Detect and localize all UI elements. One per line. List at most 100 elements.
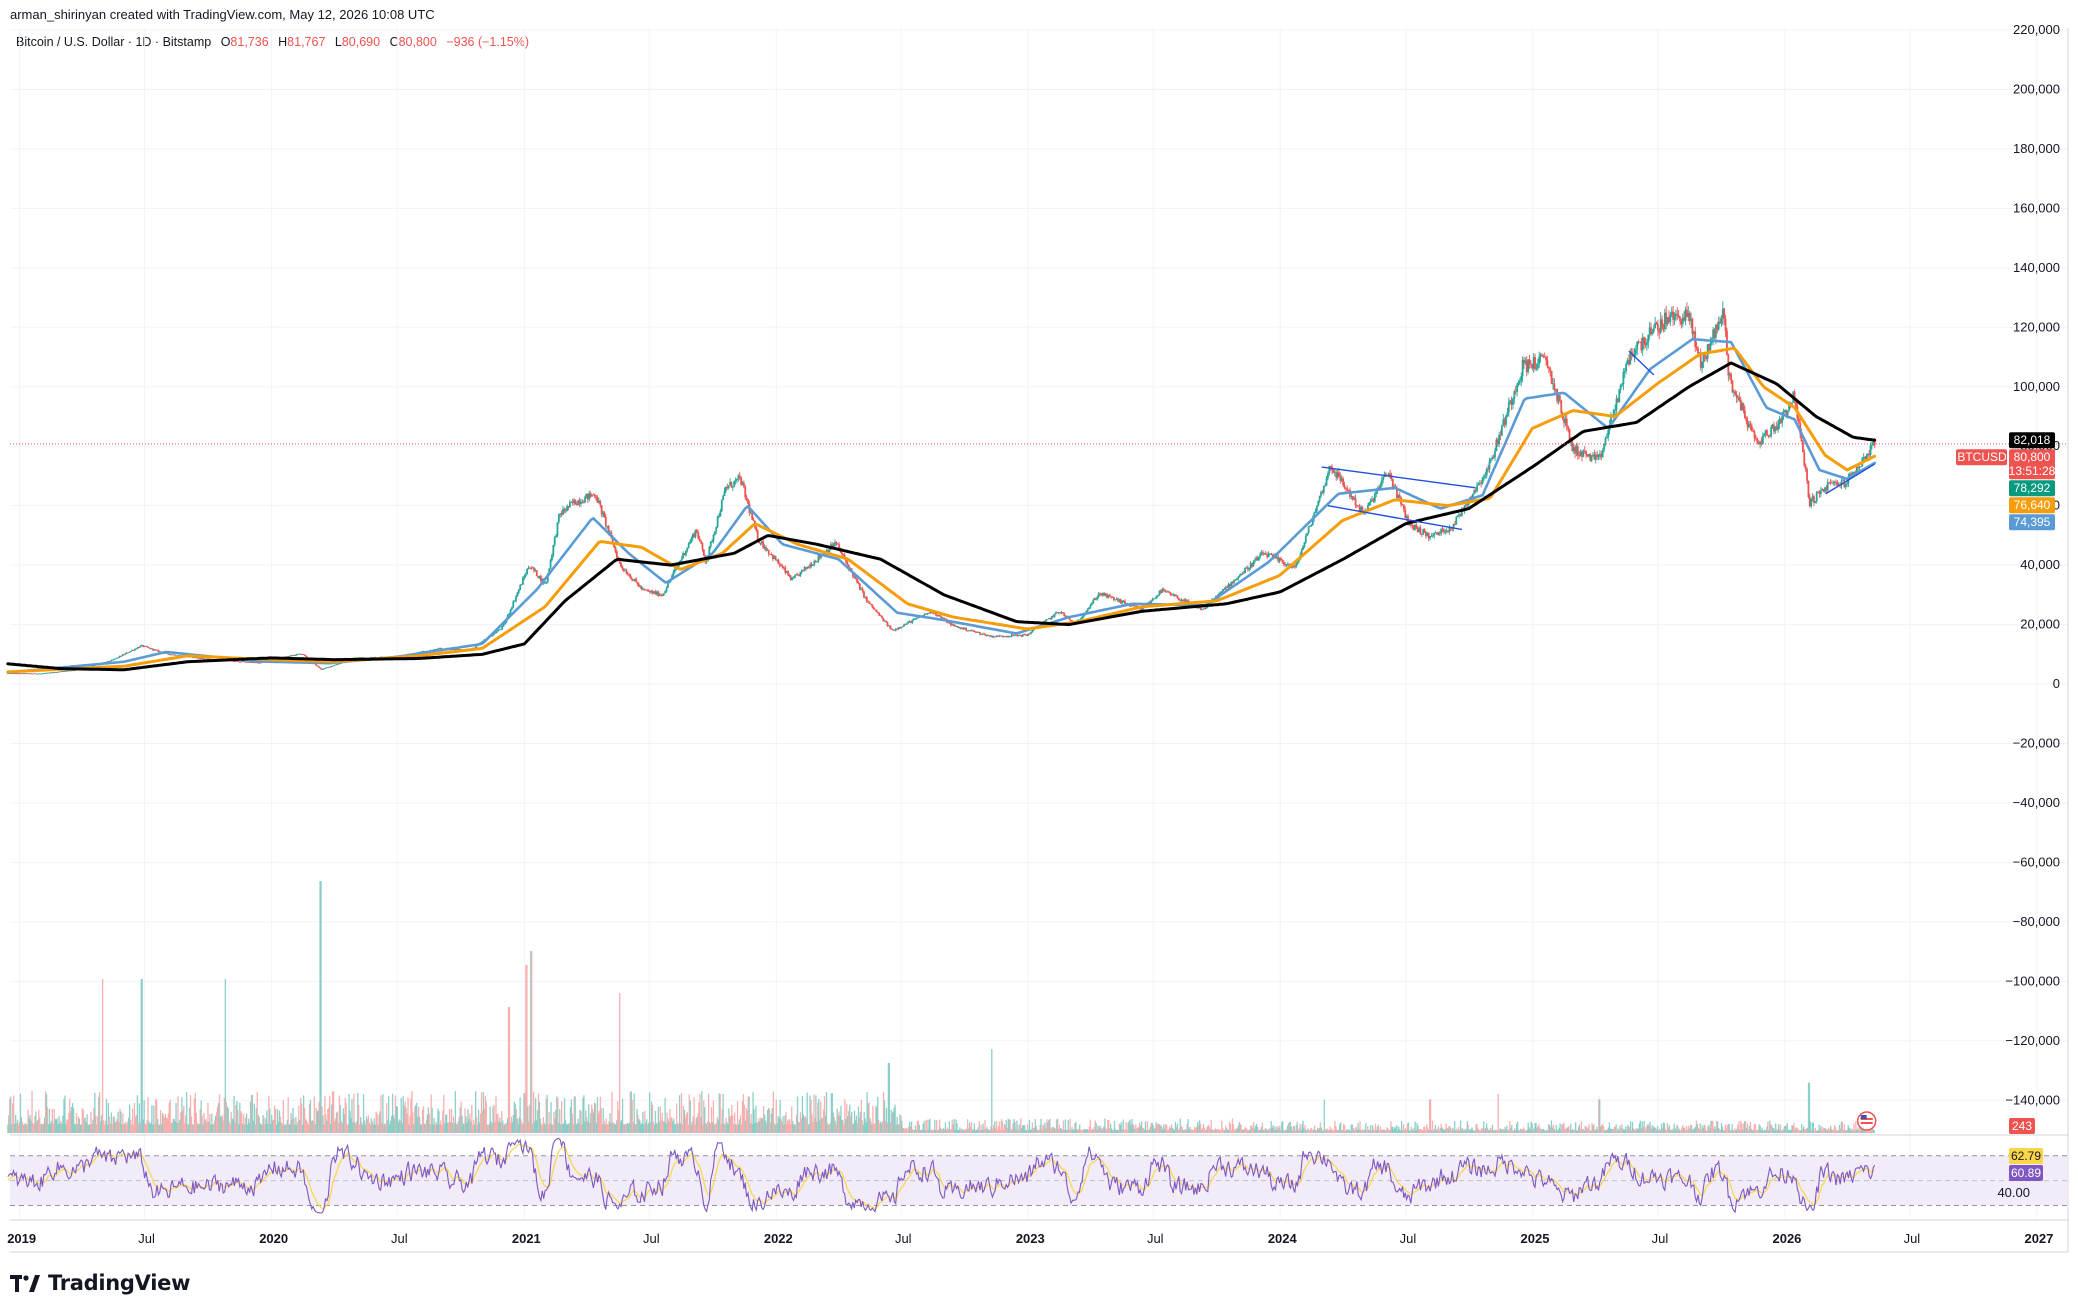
volume-bar <box>1086 1129 1089 1133</box>
volume-bar <box>473 1119 475 1133</box>
volume-bar <box>952 1124 954 1133</box>
volume-bar <box>924 1130 926 1133</box>
volume-bar <box>819 1120 821 1133</box>
volume-bar <box>847 1115 849 1133</box>
volume-bar <box>1014 1122 1016 1133</box>
volume-bar <box>1130 1125 1132 1133</box>
candle-body <box>517 589 520 593</box>
candle-body <box>976 631 979 633</box>
candle-body <box>647 590 650 592</box>
candle-body <box>234 660 237 662</box>
volume-bar <box>741 1101 744 1133</box>
candle-body <box>943 617 945 619</box>
candle-body <box>552 545 555 556</box>
candle-body <box>1182 599 1184 602</box>
volume-bar <box>879 1123 881 1133</box>
candle-body <box>1302 546 1304 550</box>
volume-bar <box>939 1127 942 1133</box>
volume-bar <box>1407 1122 1410 1133</box>
ohlc-legend[interactable]: Bitcoin / U.S. Dollar · 1D · Bitstamp O8… <box>16 35 529 49</box>
candle-body <box>1357 505 1360 507</box>
candle-body <box>1293 566 1296 568</box>
volume-bar <box>470 1121 472 1133</box>
volume-bar <box>919 1130 921 1133</box>
volume-bar <box>59 1122 61 1133</box>
candle-body <box>1480 483 1483 484</box>
tradingview-brand[interactable]: TradingView <box>10 1271 190 1295</box>
volume-bar <box>976 1130 978 1133</box>
candle-body <box>1420 534 1423 535</box>
volume-bar <box>308 1103 311 1133</box>
volume-bar <box>1126 1130 1128 1133</box>
time-axis[interactable]: 2019 Jul 2020 Jul 2021 Jul 2022 Jul 2023 Jul 2024 J… <box>7 1231 2053 1246</box>
candle-body <box>244 661 247 663</box>
volume-bar <box>1619 1125 1621 1133</box>
volume-bar <box>506 1117 509 1133</box>
volume-bar <box>1785 1125 1787 1133</box>
volume-bar <box>1176 1123 1179 1133</box>
candle-body <box>1177 598 1180 600</box>
volume-bar <box>1711 1120 1713 1133</box>
volume-bar <box>1412 1130 1414 1133</box>
candle-body <box>117 657 120 659</box>
volume-bar <box>523 1093 525 1133</box>
volume-bar <box>780 1119 782 1133</box>
volume-bar <box>1559 1123 1561 1133</box>
volume-bar <box>698 1102 700 1133</box>
candle-body <box>911 620 914 623</box>
volume-bar <box>140 979 142 1133</box>
volume-bar <box>1106 1129 1108 1133</box>
volume-bar <box>777 1115 779 1133</box>
candle-body <box>1246 567 1249 570</box>
candle-body <box>128 651 131 653</box>
volume-bar <box>839 1115 841 1133</box>
volume-bar <box>1041 1129 1043 1133</box>
volume-bar <box>572 1124 574 1133</box>
volume-bar <box>1016 1120 1018 1133</box>
volume-bar <box>639 1120 641 1133</box>
volume-bar <box>763 1106 765 1133</box>
volume-bar <box>612 1122 614 1133</box>
candle-body <box>1244 568 1246 574</box>
volume-bar <box>1445 1123 1447 1133</box>
volume-bar <box>358 1105 360 1133</box>
volume-bar <box>824 1115 827 1133</box>
candle-body <box>580 501 582 505</box>
price-axis[interactable]: 220,000200,000180,000160,000140,000120,0… <box>1997 22 2060 1200</box>
volume-bar <box>538 1101 541 1133</box>
candle-body <box>1679 317 1681 321</box>
volume-bar <box>1792 1125 1794 1133</box>
volume-bar <box>1340 1122 1342 1133</box>
volume-bar <box>1112 1129 1115 1133</box>
volume-bar <box>1241 1129 1243 1133</box>
volume-bar <box>1668 1125 1670 1133</box>
candle-body <box>694 529 697 537</box>
candle-body <box>531 567 534 569</box>
candle-body <box>1520 376 1523 381</box>
volume-bar <box>1242 1129 1244 1133</box>
volume-bar <box>70 1111 72 1133</box>
volume-bar <box>609 1113 611 1133</box>
volume-bar <box>414 1107 416 1133</box>
volume-bar <box>905 1128 907 1133</box>
volume-bar <box>34 1115 36 1133</box>
volume-bar <box>1746 1123 1749 1133</box>
candle-body <box>1807 480 1810 498</box>
volume-bar <box>1175 1126 1178 1133</box>
volume-bar <box>1084 1128 1087 1133</box>
volume-bar <box>1390 1121 1392 1133</box>
candle-body <box>1114 599 1117 601</box>
volume-bar <box>1504 1126 1506 1133</box>
volume-bar <box>943 1129 946 1133</box>
volume-bar <box>1672 1130 1674 1133</box>
volume-bar <box>1698 1129 1700 1133</box>
candle-body <box>1683 317 1686 321</box>
volume-bar <box>1791 1125 1793 1133</box>
volume-bar <box>1411 1129 1413 1133</box>
volume-bar <box>228 1121 230 1133</box>
volume-bar <box>476 1124 479 1133</box>
volume-bar <box>1264 1128 1266 1133</box>
volume-bar <box>791 1106 793 1133</box>
candle-body <box>1498 434 1501 445</box>
